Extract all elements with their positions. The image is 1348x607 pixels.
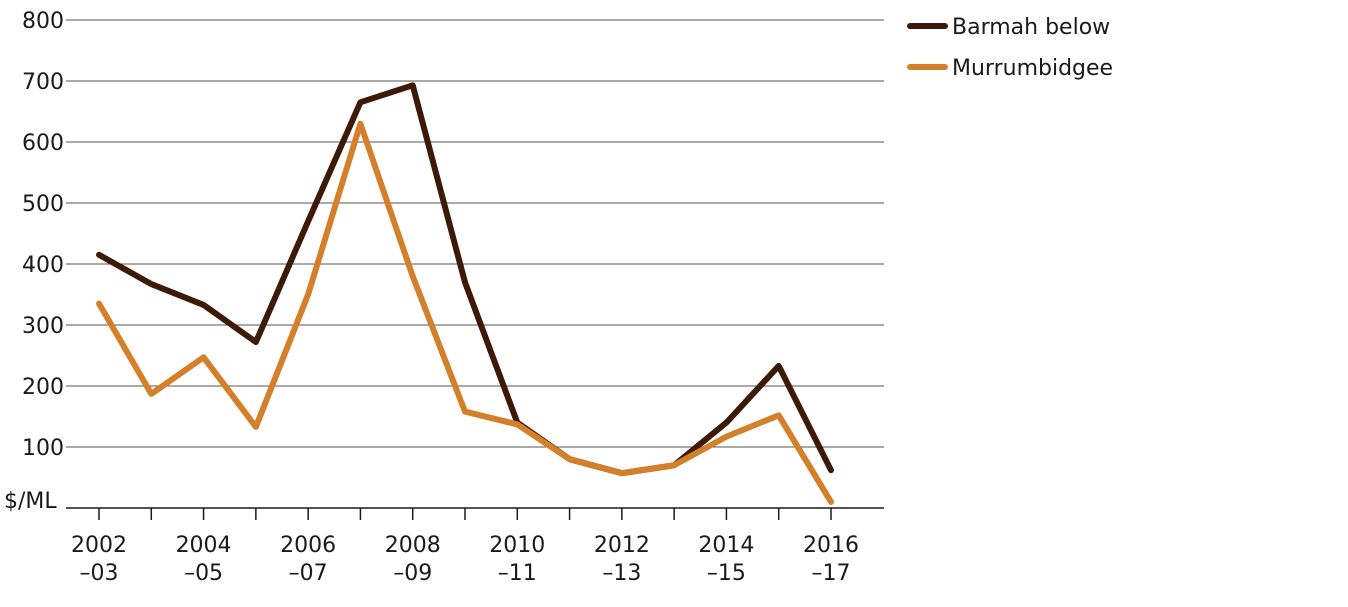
series-lines xyxy=(96,82,834,505)
x-tick-label-suffix: –03 xyxy=(80,561,119,586)
legend-label: Barmah below xyxy=(952,15,1110,40)
series-line-0 xyxy=(96,82,834,477)
y-tick-label: 400 xyxy=(22,253,64,278)
y-tick-label: 200 xyxy=(22,375,64,400)
x-tick-label-year: 2002 xyxy=(71,533,127,558)
series-line-1 xyxy=(96,120,834,505)
y-tick-label: 800 xyxy=(22,9,64,34)
x-tick-label-suffix: –09 xyxy=(393,561,432,586)
x-tick-label-suffix: –13 xyxy=(602,561,641,586)
y-tick-label: 100 xyxy=(22,436,64,461)
x-tick-label-suffix: –07 xyxy=(289,561,328,586)
y-tick-label: 500 xyxy=(22,192,64,217)
y-axis-label: $/ML xyxy=(4,489,57,514)
x-tick-label-year: 2012 xyxy=(594,533,650,558)
x-tick-label-year: 2014 xyxy=(698,533,754,558)
gridlines xyxy=(66,19,884,448)
y-tick-label: 300 xyxy=(22,314,64,339)
y-tick-label: 600 xyxy=(22,131,64,156)
x-tick-label-suffix: –15 xyxy=(707,561,746,586)
legend: Barmah below Murrumbidgee xyxy=(907,15,1113,81)
x-tick-label-suffix: –17 xyxy=(812,561,851,586)
legend-label: Murrumbidgee xyxy=(952,56,1113,81)
x-tick-label-year: 2004 xyxy=(176,533,232,558)
x-tick-label-year: 2008 xyxy=(385,533,441,558)
x-tick-label-suffix: –11 xyxy=(498,561,537,586)
x-tick-label-year: 2010 xyxy=(489,533,545,558)
x-tick-label-suffix: –05 xyxy=(184,561,223,586)
x-tick-label-year: 2006 xyxy=(280,533,336,558)
y-tick-label: 700 xyxy=(22,70,64,95)
x-axis-tick-labels: 2002 –03 2004 –05 2006 –07 2008 –09 2010 –11 2012 –… xyxy=(71,533,859,586)
y-axis-tick-labels: 100 200 300 400 500 600 700 800 xyxy=(22,9,64,461)
x-tick-label-year: 2016 xyxy=(803,533,859,558)
x-axis xyxy=(66,507,884,520)
